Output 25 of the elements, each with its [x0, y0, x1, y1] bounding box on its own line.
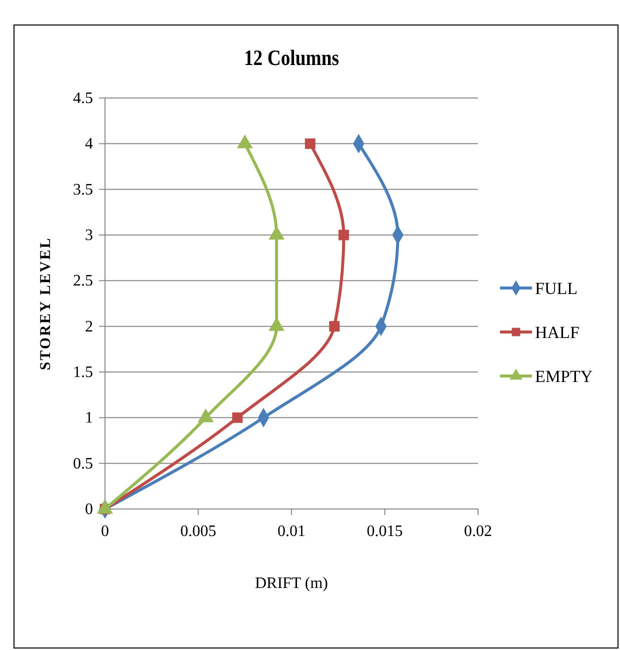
y-tick-label: 0.5 — [73, 455, 93, 472]
x-tick-label: 0.005 — [180, 523, 216, 540]
x-tick-label: 0 — [101, 523, 109, 540]
y-tick-label: 0 — [85, 501, 93, 518]
point — [338, 230, 349, 240]
chart-title: 12 Columns — [244, 46, 340, 70]
x-tick-label: 0.01 — [278, 523, 306, 540]
point — [232, 412, 243, 423]
y-tick-label: 4.5 — [73, 90, 93, 107]
point — [304, 138, 316, 149]
point — [329, 321, 340, 332]
x-axis-title: DRIFT (m) — [254, 575, 328, 592]
y-axis-title: STOREY LEVEL — [38, 236, 54, 370]
y-tick-label: 3.5 — [73, 181, 93, 198]
legend-label: EMPTY — [535, 367, 593, 386]
y-tick-label: 3 — [85, 227, 93, 244]
y-tick-label: 1.5 — [73, 364, 93, 381]
x-tick-label: 0.02 — [464, 523, 492, 540]
x-tick-label: 0.015 — [366, 523, 403, 540]
y-tick-label: 1 — [85, 410, 93, 427]
legend-label: FULL — [535, 279, 578, 298]
legend-label: HALF — [535, 323, 580, 342]
y-tick-label: 2 — [85, 318, 93, 336]
y-tick-label: 4 — [85, 136, 93, 153]
y-tick-label: 2.5 — [73, 272, 93, 290]
